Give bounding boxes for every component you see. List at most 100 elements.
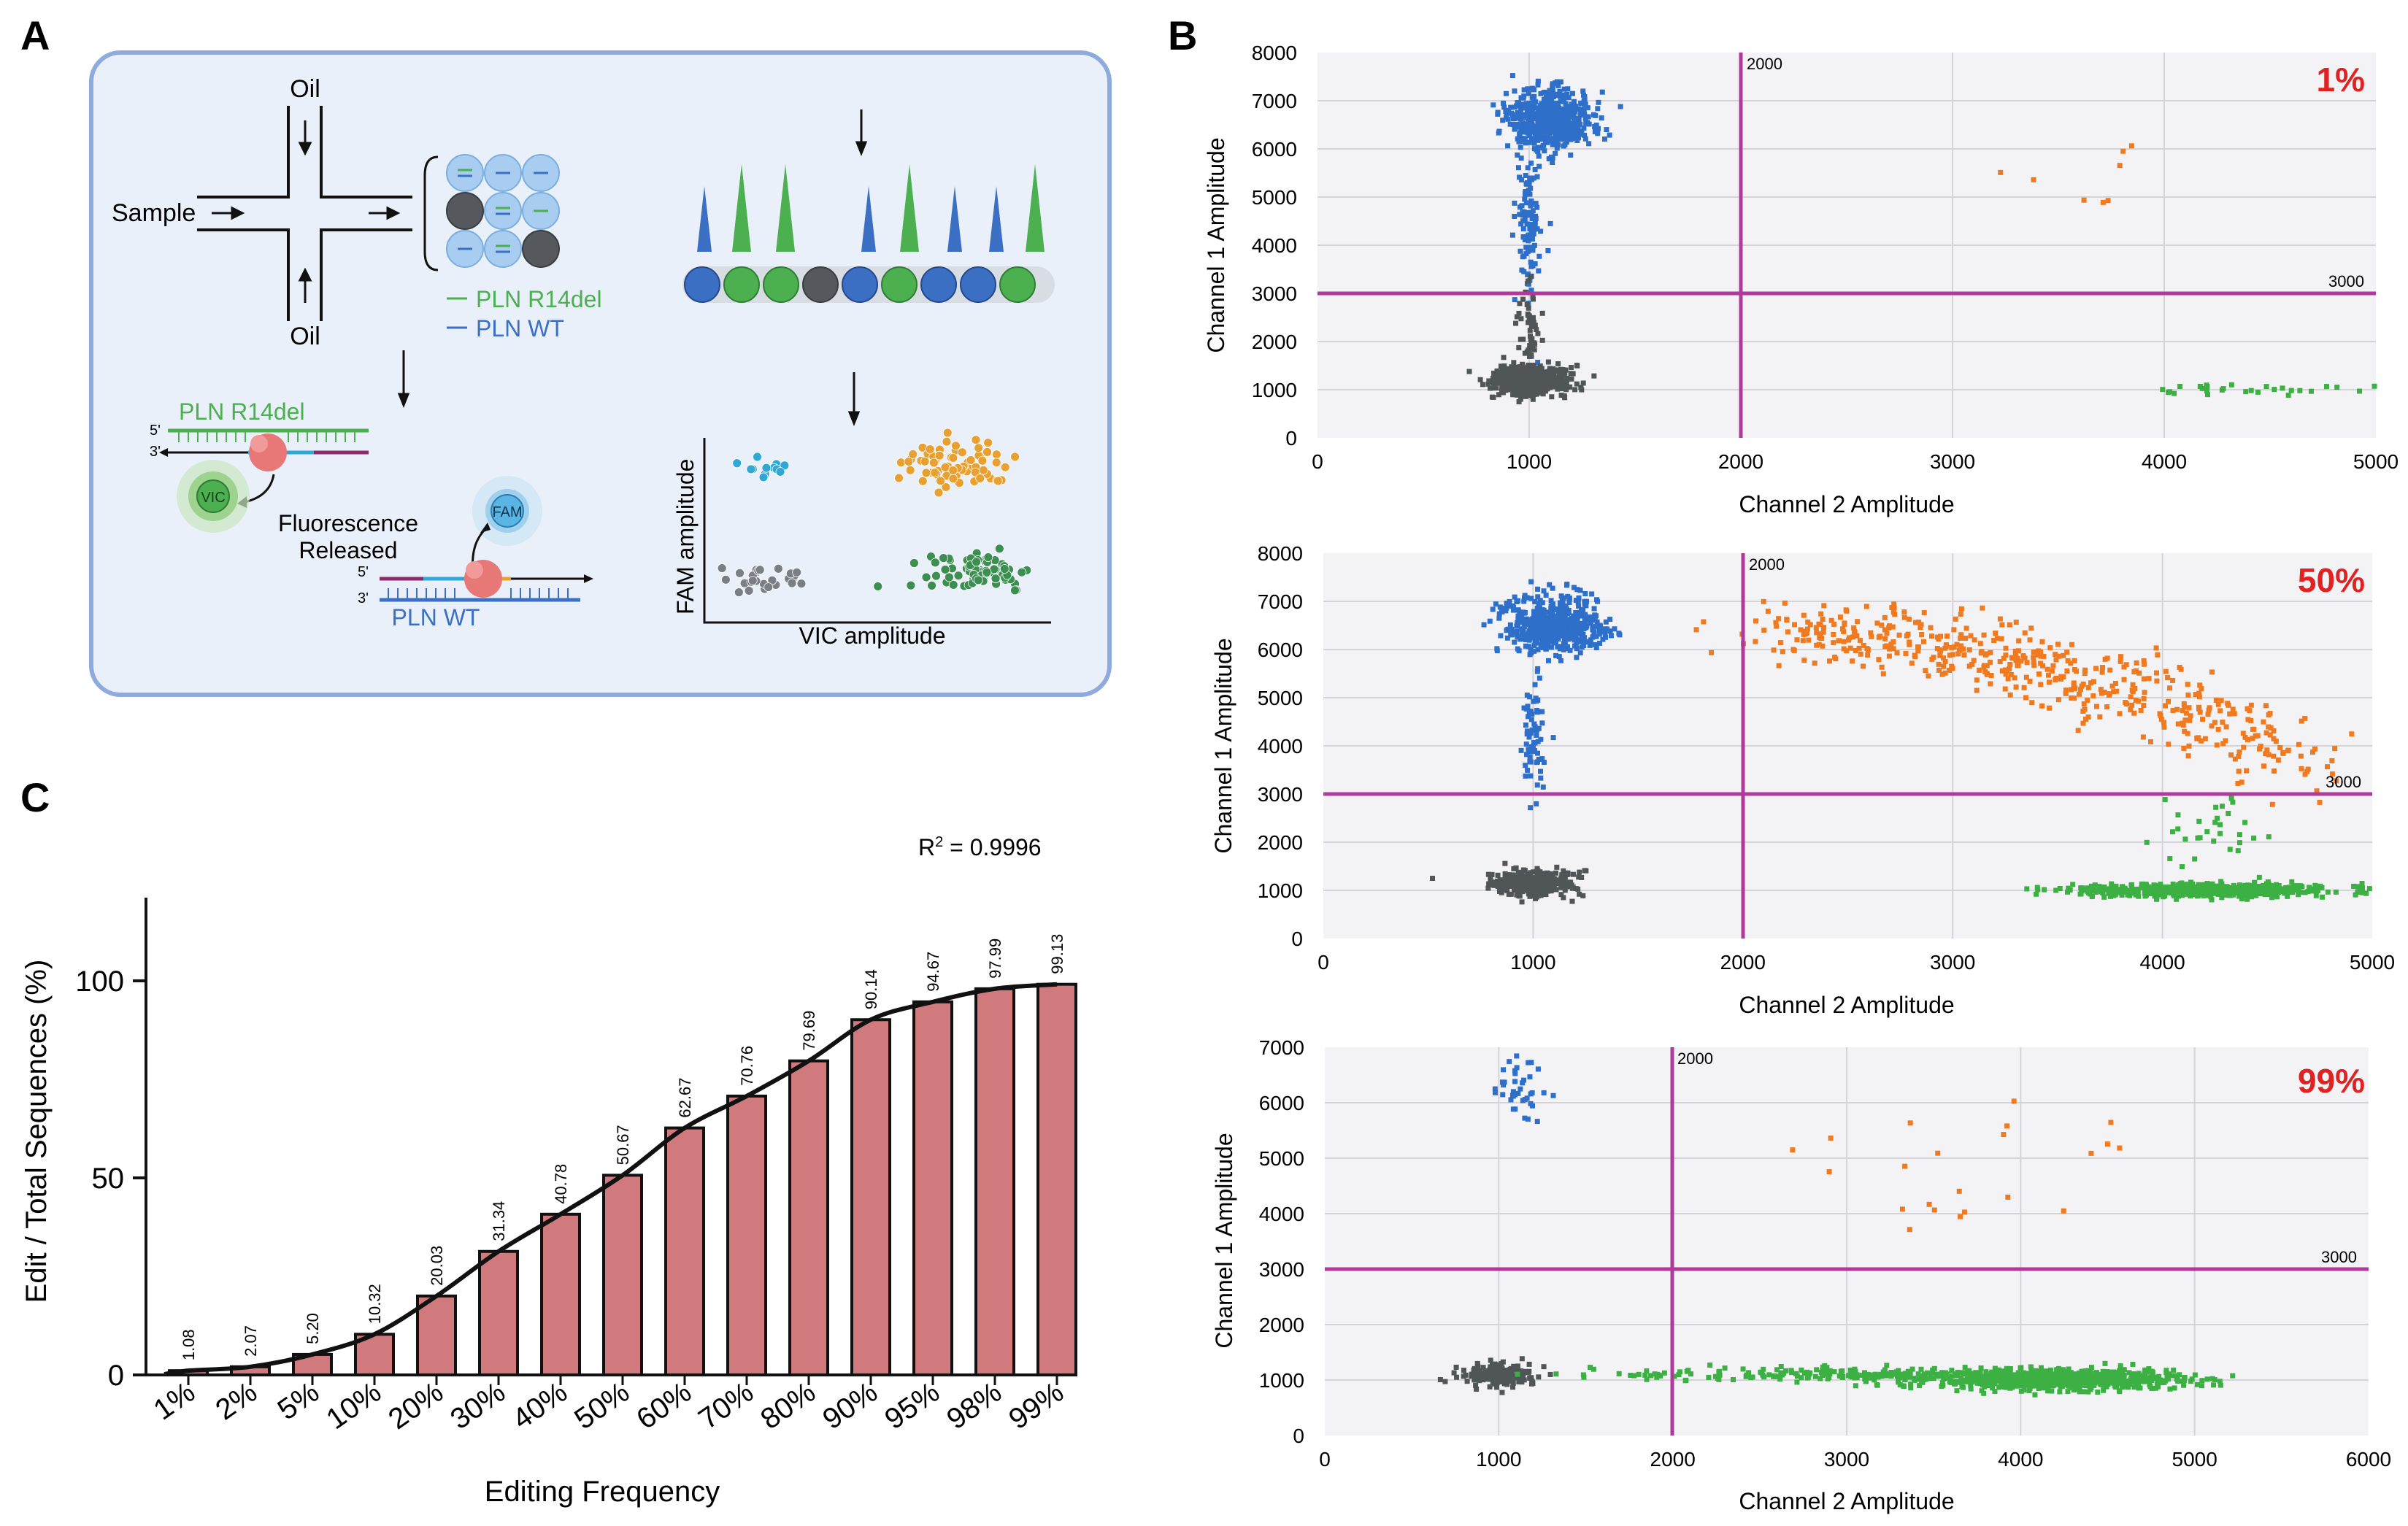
droplet-point (1890, 624, 1896, 630)
droplet-point (2204, 382, 2209, 388)
droplet-point (2186, 743, 2192, 749)
droplet-point (1507, 374, 1512, 379)
droplet-point (2201, 893, 2207, 898)
droplet-point (1566, 610, 1572, 616)
droplet-point (1525, 180, 1531, 186)
droplet-point (1528, 385, 1534, 391)
droplet-point (1515, 622, 1520, 628)
droplet-point (1538, 634, 1544, 640)
droplet-point (2117, 658, 2123, 664)
droplet-point (2317, 799, 2323, 805)
droplet-point (1528, 647, 1534, 652)
droplet-point (2239, 884, 2244, 890)
droplet-point (1583, 120, 1589, 126)
xlabel-1: Channel 2 Amplitude (1739, 491, 1954, 517)
droplet-point (1790, 1147, 1796, 1153)
droplet-point (1820, 625, 1826, 631)
droplet-point (2135, 886, 2141, 892)
droplet-point (2220, 887, 2226, 893)
droplet-point (2018, 658, 2024, 664)
droplet-point (1539, 709, 1545, 714)
droplet-point (1514, 1053, 1520, 1059)
droplet-point (1555, 381, 1561, 387)
droplet-point (2078, 687, 2084, 693)
droplet-point (1803, 631, 1809, 637)
droplet-point (2334, 385, 2340, 390)
droplet-point (2104, 704, 2110, 710)
droplet-point (1882, 627, 1888, 633)
droplet-point (1563, 101, 1569, 107)
droplet-point (1806, 637, 1812, 643)
droplet-point (1509, 626, 1515, 632)
droplet-point (1790, 647, 1796, 652)
droplet-point (1530, 372, 1536, 378)
droplet-point (2121, 664, 2127, 670)
mini-cluster-dot (942, 436, 952, 447)
droplet-point (2125, 892, 2131, 898)
droplet-point (1774, 623, 1780, 629)
droplet-point (1516, 344, 1522, 350)
droplet-point (1817, 1376, 1823, 1382)
droplet-point (2228, 752, 2234, 758)
droplet-point (1517, 144, 1523, 150)
droplet-point (1551, 606, 1557, 612)
droplet-point (1490, 102, 1496, 108)
droplet-point (1517, 110, 1523, 116)
droplet-point (1999, 622, 2005, 628)
droplet-point (1531, 869, 1536, 875)
droplet-point (2085, 698, 2090, 704)
droplet-point (1570, 613, 1576, 619)
droplet-point (1818, 636, 1824, 641)
droplet-point (1517, 248, 1523, 254)
droplet-point (2101, 884, 2107, 890)
droplet-point (1780, 649, 1785, 655)
x-tick-label: 1000 (1510, 951, 1555, 974)
droplet-point (2214, 742, 2220, 748)
droplet-point (1563, 109, 1569, 115)
droplet-point (1519, 619, 1525, 625)
droplet-point (2196, 818, 2202, 824)
droplet-point (1994, 636, 2000, 641)
droplet-point (2119, 892, 2125, 898)
droplet-point (1897, 1382, 1903, 1388)
droplet-point (2090, 679, 2096, 685)
droplet-point (1512, 630, 1518, 636)
droplet-point (2158, 717, 2164, 722)
droplet-point (1580, 88, 1586, 94)
droplet-point (1535, 137, 1541, 143)
droplet-point (1523, 369, 1528, 375)
droplet-point (1591, 629, 1597, 635)
droplet-point (2174, 896, 2180, 902)
droplet-point (1961, 646, 1966, 652)
droplet-point (2141, 1378, 2147, 1384)
droplet-point (2153, 896, 2159, 902)
droplet-point (1539, 107, 1545, 113)
droplet-point (2041, 653, 2047, 659)
droplet-point (1972, 1374, 1978, 1380)
droplet-point (2070, 882, 2076, 887)
droplet-point (1561, 143, 1566, 149)
droplet-point (1558, 892, 1564, 898)
droplet-point (2226, 891, 2231, 897)
fam-fluorophore (491, 494, 524, 528)
droplet-point (1853, 647, 1858, 653)
droplet-point (2128, 143, 2134, 149)
droplet-point (1514, 1375, 1520, 1381)
droplet-point (1515, 1090, 1521, 1096)
droplet-point (1968, 1386, 1974, 1392)
droplet-point (2288, 388, 2294, 393)
droplet-point (1512, 126, 1517, 132)
droplet-point (1539, 310, 1545, 316)
sample-label: Sample (112, 199, 196, 227)
droplet-point (2146, 676, 2152, 682)
droplet-point (1534, 327, 1539, 333)
droplet-point (1527, 1074, 1533, 1080)
droplet-point (2185, 731, 2190, 736)
hline-label-2: 3000 (2326, 773, 2361, 791)
mini-cluster-dot (957, 447, 967, 458)
droplet-point (1586, 121, 1592, 127)
mini-cluster-dot (951, 441, 961, 451)
droplet-point (1501, 104, 1507, 110)
droplet-point (2209, 897, 2215, 903)
droplet-point (1556, 622, 1562, 628)
